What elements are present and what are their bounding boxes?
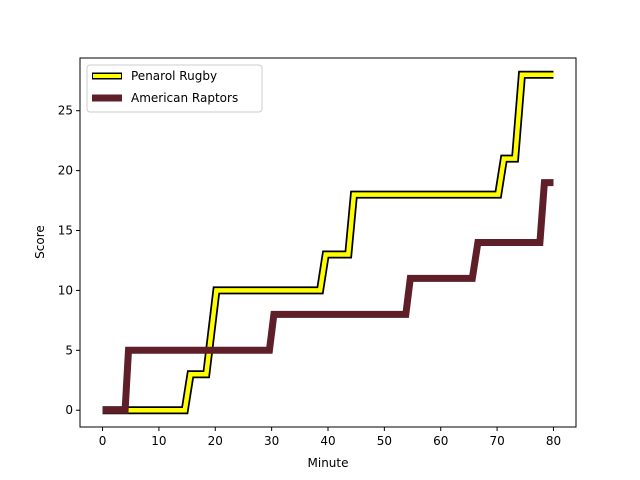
y-tick-label: 5 xyxy=(65,343,73,357)
legend-frame xyxy=(86,64,263,113)
x-tick-label: 60 xyxy=(433,434,448,448)
legend: Penarol Rugby American Raptors xyxy=(86,64,263,113)
x-axis-ticks: 0 10 20 30 40 50 60 70 80 xyxy=(99,427,561,448)
x-tick-label: 30 xyxy=(264,434,279,448)
x-tick-label: 20 xyxy=(208,434,223,448)
y-tick-label: 15 xyxy=(58,224,73,238)
legend-label-penarol-rugby: Penarol Rugby xyxy=(131,69,217,83)
y-axis-ticks: 0 5 10 15 20 25 xyxy=(58,104,80,417)
series-layer xyxy=(102,70,554,415)
x-tick-label: 70 xyxy=(489,434,504,448)
x-tick-label: 0 xyxy=(99,434,107,448)
x-axis-label: Minute xyxy=(308,456,349,470)
x-tick-label: 50 xyxy=(377,434,392,448)
y-tick-label: 0 xyxy=(65,403,73,417)
y-tick-label: 20 xyxy=(58,164,73,178)
y-tick-label: 10 xyxy=(58,283,73,297)
x-tick-label: 10 xyxy=(151,434,166,448)
y-axis-label: Score xyxy=(33,225,47,259)
x-tick-label: 40 xyxy=(320,434,335,448)
x-tick-label: 80 xyxy=(546,434,561,448)
series-line-penarol-rugby xyxy=(102,72,554,413)
legend-label-american-raptors: American Raptors xyxy=(131,91,238,105)
y-tick-label: 25 xyxy=(58,104,73,118)
series-line-american-raptors xyxy=(102,179,554,414)
